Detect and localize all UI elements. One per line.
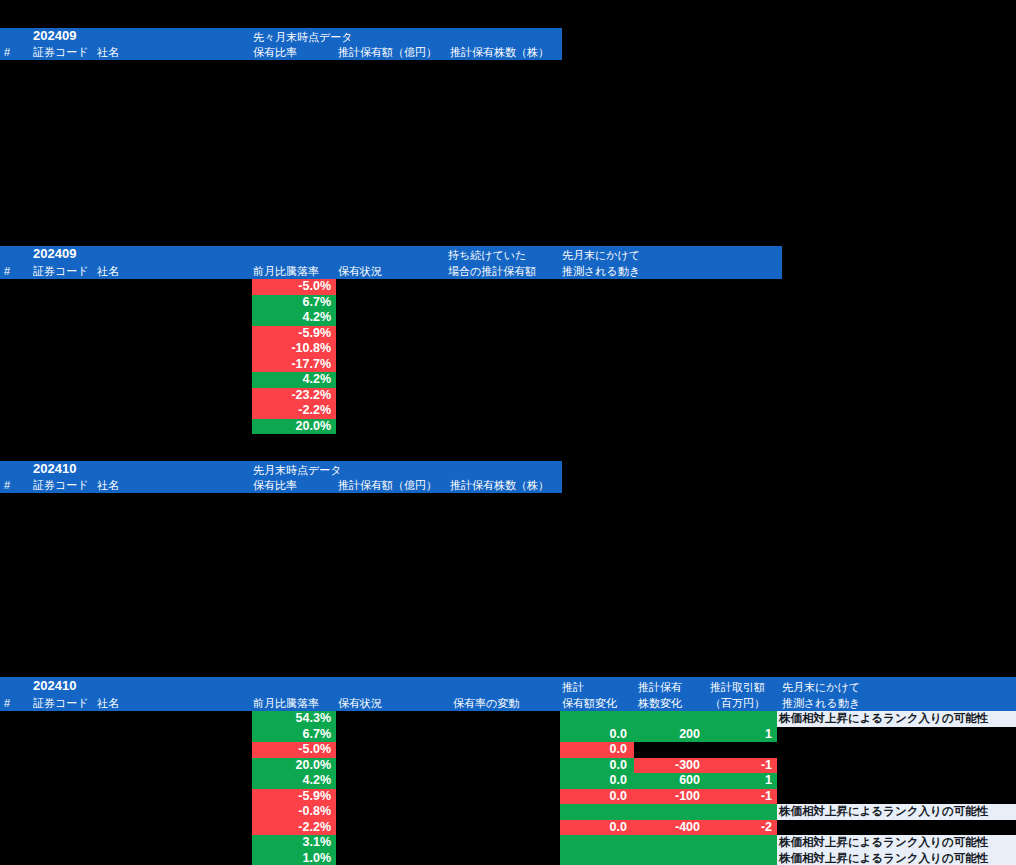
cell-mom-change[interactable]: -5.9% — [252, 789, 336, 805]
col-name-label: 社名 — [97, 45, 119, 59]
col-code-label: 証券コード — [33, 45, 89, 59]
col-mom-change-label: 前月比騰落率 — [253, 264, 319, 278]
cell-est-amount-change[interactable]: 0.0 — [560, 727, 634, 743]
table-header-202410-snapshot: 202410 先月末時点データ # 証券コード 社名 保有比率 推計保有額（億円… — [0, 461, 562, 493]
cell-mom-change[interactable]: 4.2% — [252, 310, 336, 326]
col-status-label: 保有状況 — [338, 264, 382, 278]
cell-est-amount-change[interactable] — [560, 835, 634, 851]
col-amt-change-label-line1: 推計 — [562, 680, 584, 694]
cell-move-note[interactable]: 株価相対上昇によるランク入りの可能性 — [777, 835, 1016, 851]
col-num-label: # — [4, 45, 10, 59]
cell-est-shares-change[interactable] — [634, 851, 706, 865]
col-hold-label-line2: 場合の推計保有額 — [448, 264, 536, 278]
cell-mom-change[interactable]: 6.7% — [252, 727, 336, 743]
col-name-label: 社名 — [97, 264, 119, 278]
cell-mom-change[interactable]: -0.8% — [252, 804, 336, 820]
cell-est-amount-change[interactable] — [560, 851, 634, 865]
cell-mom-change[interactable]: 54.3% — [252, 711, 336, 727]
col-amt-change-label-line2: 保有額変化 — [562, 696, 617, 710]
group-header-label: 先月末時点データ — [253, 463, 342, 477]
cell-mom-change[interactable]: 20.0% — [252, 419, 336, 435]
col-shares-change-label-line2: 株数変化 — [638, 696, 682, 710]
cell-mom-change[interactable]: 3.1% — [252, 835, 336, 851]
cell-mom-change[interactable]: -2.2% — [252, 820, 336, 836]
cell-est-trade-amount[interactable]: -1 — [706, 789, 777, 805]
cell-est-trade-amount[interactable]: -1 — [706, 758, 777, 774]
cell-est-shares-change[interactable]: -400 — [634, 820, 706, 836]
cell-est-shares-change[interactable]: -100 — [634, 789, 706, 805]
col-code-label: 証券コード — [33, 264, 89, 278]
cell-est-trade-amount[interactable] — [706, 804, 777, 820]
cell-est-amount-change[interactable] — [560, 804, 634, 820]
cell-mom-change[interactable]: -5.0% — [252, 279, 336, 295]
cell-mom-change[interactable]: 4.2% — [252, 372, 336, 388]
cell-move-note[interactable]: 株価相対上昇によるランク入りの可能性 — [777, 804, 1016, 820]
period-label: 202409 — [33, 29, 76, 43]
col-move-label-line1: 先月末にかけて — [782, 680, 860, 694]
cell-est-trade-amount[interactable]: -2 — [706, 820, 777, 836]
cell-est-shares-change[interactable]: 200 — [634, 727, 706, 743]
col-hold-label-line1: 持ち続けていた — [448, 248, 526, 262]
cell-mom-change[interactable]: -17.7% — [252, 357, 336, 373]
col-est-amount-label: 推計保有額（億円） — [338, 45, 437, 59]
period-label: 202410 — [33, 679, 76, 693]
col-name-label: 社名 — [97, 478, 119, 492]
col-move-label-line2: 推測される動き — [562, 264, 640, 278]
cell-est-amount-change[interactable]: 0.0 — [560, 742, 634, 758]
col-code-label: 証券コード — [33, 696, 89, 710]
cell-mom-change[interactable]: 20.0% — [252, 758, 336, 774]
table-header-202409-moves: 202409 持ち続けていた 先月末にかけて # 証券コード 社名 前月比騰落率… — [0, 246, 782, 279]
cell-est-amount-change[interactable]: 0.0 — [560, 789, 634, 805]
table-header-202409-snapshot: 202409 先々月末時点データ # 証券コード 社名 保有比率 推計保有額（億… — [0, 28, 562, 60]
cell-mom-change[interactable]: 4.2% — [252, 773, 336, 789]
col-ratio-label: 保有比率 — [253, 478, 297, 492]
col-ratio-change-label: 保有率の変動 — [453, 696, 519, 710]
cell-est-trade-amount[interactable] — [706, 851, 777, 865]
col-ratio-label: 保有比率 — [253, 45, 297, 59]
cell-mom-change[interactable]: 6.7% — [252, 295, 336, 311]
col-trade-label-line1: 推計取引額 — [710, 680, 765, 694]
cell-est-amount-change[interactable]: 0.0 — [560, 758, 634, 774]
col-num-label: # — [4, 264, 10, 278]
cell-est-trade-amount[interactable] — [706, 711, 777, 727]
cell-est-shares-change[interactable] — [634, 804, 706, 820]
cell-est-amount-change[interactable]: 0.0 — [560, 820, 634, 836]
cell-move-note[interactable]: 株価相対上昇によるランク入りの可能性 — [777, 851, 1016, 865]
period-label: 202410 — [33, 462, 76, 476]
period-label: 202409 — [33, 247, 76, 261]
cell-est-shares-change[interactable]: -300 — [634, 758, 706, 774]
col-code-label: 証券コード — [33, 478, 89, 492]
cell-est-trade-amount[interactable]: 1 — [706, 773, 777, 789]
cell-mom-change[interactable]: -23.2% — [252, 388, 336, 404]
col-shares-change-label-line1: 推計保有 — [638, 680, 682, 694]
cell-est-shares-change[interactable] — [634, 835, 706, 851]
col-move-label-line2: 推測される動き — [782, 696, 860, 710]
col-est-shares-label: 推計保有株数（株） — [450, 45, 549, 59]
cell-mom-change[interactable]: 1.0% — [252, 851, 336, 865]
cell-est-shares-change[interactable]: 600 — [634, 773, 706, 789]
col-est-amount-label: 推計保有額（億円） — [338, 478, 437, 492]
cell-est-shares-change[interactable] — [634, 711, 706, 727]
col-num-label: # — [4, 478, 10, 492]
cell-mom-change[interactable]: -10.8% — [252, 341, 336, 357]
col-status-label: 保有状況 — [338, 696, 382, 710]
cell-mom-change[interactable]: -5.0% — [252, 742, 336, 758]
col-est-shares-label: 推計保有株数（株） — [450, 478, 549, 492]
table-header-202410-moves: 202410 推計 推計保有 推計取引額 先月末にかけて # 証券コード 社名 … — [0, 677, 1016, 711]
col-move-label-line1: 先月末にかけて — [562, 248, 640, 262]
group-header-label: 先々月末時点データ — [253, 30, 353, 44]
cell-est-trade-amount[interactable]: 1 — [706, 727, 777, 743]
cell-mom-change[interactable]: -2.2% — [252, 403, 336, 419]
col-mom-change-label: 前月比騰落率 — [253, 696, 319, 710]
col-trade-label-line2: （百万円） — [710, 696, 765, 710]
spreadsheet-view: 202409 先々月末時点データ # 証券コード 社名 保有比率 推計保有額（億… — [0, 0, 1016, 865]
col-num-label: # — [4, 696, 10, 710]
cell-move-note[interactable]: 株価相対上昇によるランク入りの可能性 — [777, 711, 1016, 727]
cell-mom-change[interactable]: -5.9% — [252, 326, 336, 342]
cell-est-amount-change[interactable]: 0.0 — [560, 773, 634, 789]
col-name-label: 社名 — [97, 696, 119, 710]
cell-est-amount-change[interactable] — [560, 711, 634, 727]
cell-est-trade-amount[interactable] — [706, 835, 777, 851]
